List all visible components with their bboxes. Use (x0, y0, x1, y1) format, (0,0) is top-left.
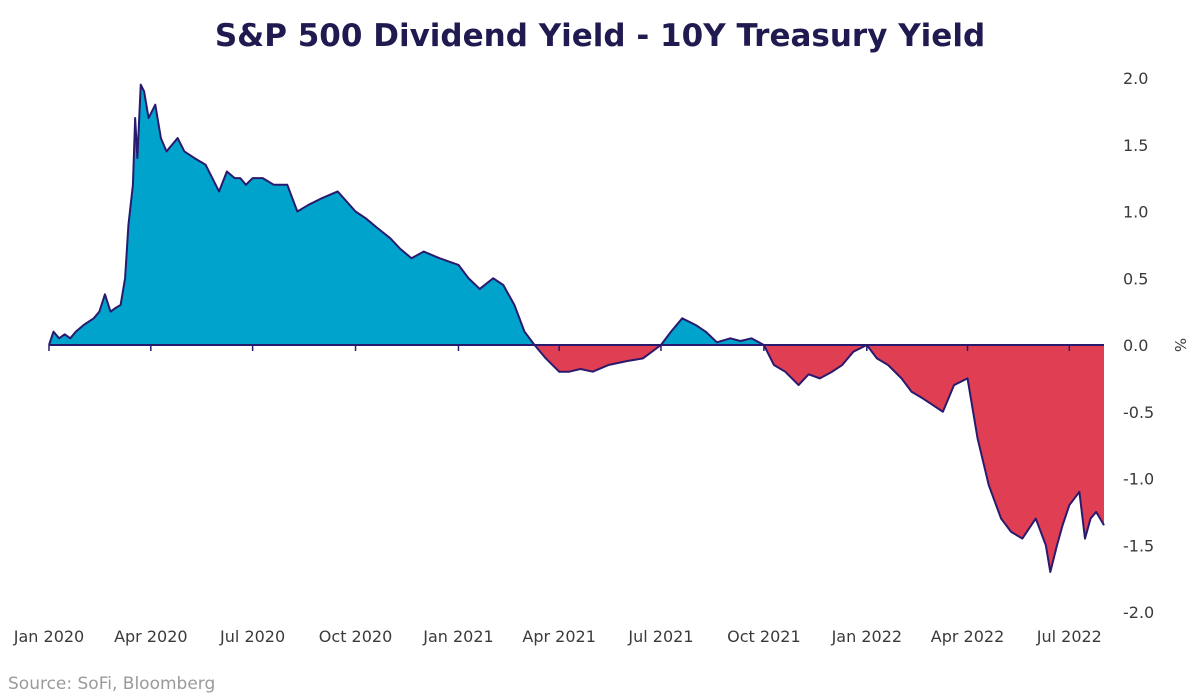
label-layer: Jan 2020 Apr 2020 Jul 2020 Oct 2020 Jan 2021… (13, 69, 1189, 646)
y-tick-label: 2.0 (1123, 69, 1148, 88)
x-tick-label: Apr 2020 (114, 627, 187, 646)
x-tick-label: Apr 2022 (931, 627, 1004, 646)
x-tick-label: Jul 2022 (1036, 627, 1102, 646)
y-tick-label: 0.0 (1123, 336, 1148, 355)
chart-title: S&P 500 Dividend Yield - 10Y Treasury Yi… (214, 18, 986, 54)
x-tick-label: Jan 2021 (422, 627, 493, 646)
negative-area (49, 345, 1104, 572)
area-layer (48, 83, 1105, 573)
positive-area (49, 84, 1104, 345)
source-note: Source: SoFi, Bloomberg (8, 674, 216, 694)
y-tick-label: -2.0 (1123, 603, 1154, 622)
y-tick-label: 1.5 (1123, 136, 1148, 155)
x-tick-label: Jul 2020 (219, 627, 285, 646)
x-tick-label: Jan 2022 (831, 627, 902, 646)
x-tick-label: Apr 2021 (522, 627, 595, 646)
x-tick-label: Jan 2020 (13, 627, 84, 646)
y-tick-label: -1.0 (1123, 470, 1154, 489)
x-tick-label: Oct 2021 (727, 627, 800, 646)
y-tick-label: -0.5 (1123, 403, 1154, 422)
y-tick-label: 0.5 (1123, 269, 1148, 288)
axis-layer (48, 344, 1104, 351)
x-tick-label: Oct 2020 (319, 627, 392, 646)
y-tick-label: -1.5 (1123, 536, 1154, 555)
y-tick-label: 1.0 (1123, 203, 1148, 222)
x-tick-label: Jul 2021 (627, 627, 693, 646)
y-axis-label: % (1171, 338, 1189, 352)
series-line (48, 83, 1105, 573)
